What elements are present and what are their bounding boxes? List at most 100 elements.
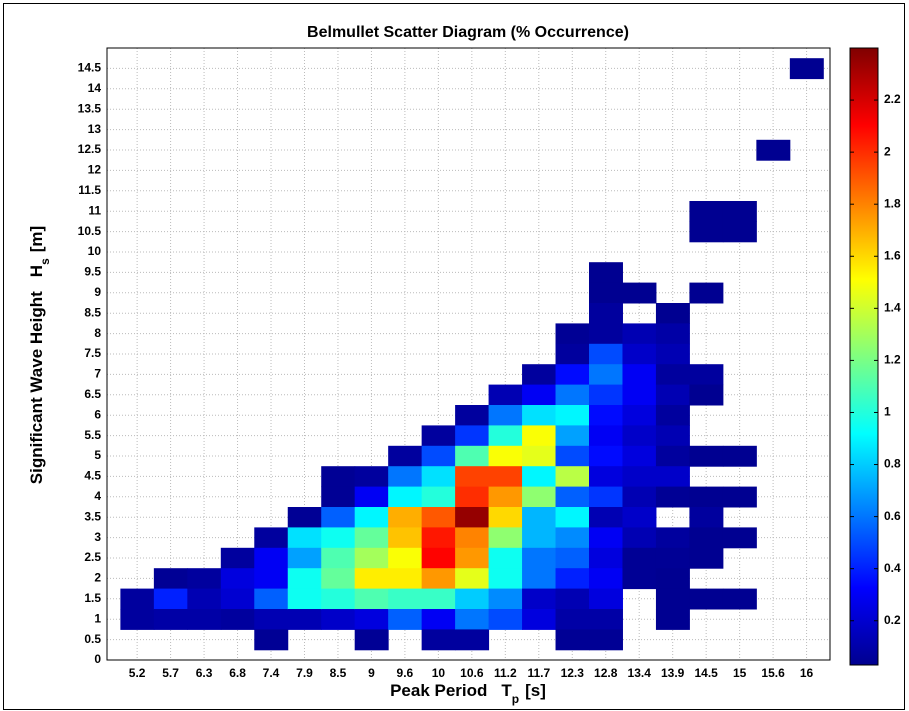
y-label-text: Significant Wave Height [27,291,46,484]
y-tick-label: 7 [94,367,101,381]
heatmap-cell [287,568,322,590]
heatmap-cell [354,486,389,508]
y-tick-label: 3 [94,530,101,544]
heatmap-cell [655,364,690,386]
colorbar-tick-label: 1.4 [884,301,901,315]
heatmap-cell [421,547,456,569]
heatmap-cell [655,609,690,630]
heatmap-cell [354,588,389,610]
y-tick-label: 2.5 [84,550,101,564]
x-tick-label: 5.7 [162,666,179,680]
heatmap-cell [522,384,557,406]
y-label-symbol: H [27,265,46,277]
heatmap-cell [655,466,690,488]
heatmap-cell [455,588,490,610]
heatmap-cell [321,507,356,528]
heatmap-cell [354,466,389,488]
y-tick-label: 14.5 [78,61,102,75]
heatmap-cell [354,629,389,651]
y-tick-label: 0.5 [84,632,101,646]
heatmap-cell [555,445,590,467]
y-tick-label: 10 [88,244,102,258]
y-label-sub: s [38,258,52,265]
y-tick-label: 0 [94,652,101,666]
heatmap-cell [488,609,523,630]
heatmap-cell [555,323,590,345]
heatmap-cell [321,609,356,630]
colorbar-tick-label: 0.6 [884,509,901,523]
heatmap-cell [622,405,657,426]
colorbar-tick-label: 1 [884,405,891,419]
x-tick-label: 7.4 [263,666,280,680]
heatmap-cell [455,445,490,467]
heatmap-cell [655,343,690,365]
heatmap-cell [254,609,289,630]
x-tick-label: 15 [733,666,747,680]
heatmap-cell [555,568,590,590]
heatmap-cell [455,629,490,651]
heatmap-cell [287,588,322,610]
heatmap-cell [555,405,590,426]
heatmap-cell [455,507,490,528]
colorbar-tick-label: 0.4 [884,561,901,575]
y-tick-label: 4 [94,489,101,503]
heatmap-cell [522,486,557,508]
colorbar-tick-label: 0.8 [884,457,901,471]
heatmap-cell [722,527,757,549]
y-tick-label: 5.5 [84,428,101,442]
y-axis-label: Significant Wave Height Hs [m] [27,226,52,484]
x-tick-label: 6.3 [196,666,213,680]
y-tick-label: 4.5 [84,469,101,483]
x-tick-label: 9.6 [397,666,414,680]
heatmap-cell [689,547,724,569]
heatmap-cell [187,588,222,610]
x-tick-label: 10.6 [460,666,484,680]
heatmap-cell [655,527,690,549]
heatmap-cell [689,364,724,386]
heatmap-cell [522,609,557,630]
y-tick-label: 14 [88,81,102,95]
heatmap-cell [589,445,623,467]
heatmap-cell [622,445,657,467]
y-tick-label: 12 [88,163,102,177]
colorbar-tick-label: 1.8 [884,196,901,210]
heatmap-cell [488,568,523,590]
heatmap-cell [589,323,623,345]
heatmap-cell [522,568,557,590]
heatmap-cell [522,466,557,488]
heatmap-cell [421,609,456,630]
heatmap-cell [421,629,456,651]
heatmap-cell [555,527,590,549]
heatmap-cell [622,486,657,508]
x-tick-label: 9 [368,666,375,680]
heatmap-cell [354,609,389,630]
heatmap-cell [655,547,690,569]
y-tick-label: 13.5 [78,101,102,115]
heatmap-cell [522,405,557,426]
x-label-unit: [s] [525,681,546,700]
x-tick-label: 13.9 [661,666,685,680]
y-tick-label: 2 [94,571,101,585]
heatmap-cell [153,568,188,590]
heatmap-cell [589,547,623,569]
heatmap-cell [421,507,456,528]
heatmap-cell [455,486,490,508]
heatmap-cell [622,384,657,406]
heatmap-cell [455,609,490,630]
heatmap-cell [455,547,490,569]
heatmap-cell [589,609,623,630]
heatmap-cell [421,486,456,508]
heatmap-cell [421,588,456,610]
heatmap-cell [689,282,724,304]
heatmap-cell [388,568,423,590]
heatmap-cell [789,58,824,80]
heatmap-cell [455,568,490,590]
heatmap-cell [589,486,623,508]
heatmap-cell [589,466,623,488]
heatmap-cell [555,384,590,406]
heatmap-cell [555,609,590,630]
x-axis-label: Peak Period Tp [s] [390,681,546,706]
x-label-text: Peak Period [390,681,487,700]
heatmap-cell [421,466,456,488]
heatmap-cell [488,384,523,406]
